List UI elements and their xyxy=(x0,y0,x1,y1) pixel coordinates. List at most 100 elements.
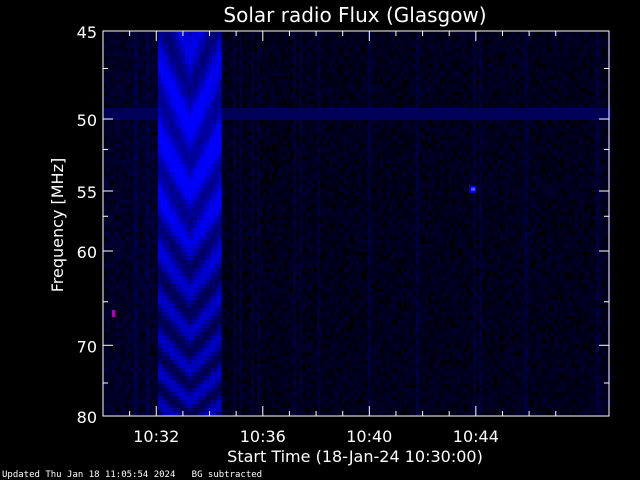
heat-cell xyxy=(164,328,167,332)
heat-cell xyxy=(209,400,212,404)
heat-cell xyxy=(230,256,233,260)
heat-cell xyxy=(137,60,140,64)
heat-cell xyxy=(131,276,134,280)
heat-cell xyxy=(230,320,233,324)
heat-cell xyxy=(179,388,182,392)
heat-cell xyxy=(176,408,179,412)
heat-cell xyxy=(182,360,185,364)
heat-cell xyxy=(107,220,110,224)
heat-cell xyxy=(122,144,125,148)
heat-cell xyxy=(113,320,116,324)
heat-cell xyxy=(104,324,107,328)
heat-cell xyxy=(239,32,242,36)
heat-cell xyxy=(224,148,227,152)
heat-cell xyxy=(164,168,167,172)
heat-cell xyxy=(152,84,155,88)
heat-cell xyxy=(122,56,125,60)
heat-cell xyxy=(194,216,197,220)
heat-cell xyxy=(173,168,176,172)
heat-cell xyxy=(245,228,248,232)
heat-cell xyxy=(242,84,245,88)
heat-cell xyxy=(149,236,152,240)
heat-cell xyxy=(209,372,212,376)
heat-cell xyxy=(140,184,143,188)
heat-cell xyxy=(119,296,122,300)
heat-cell xyxy=(119,356,122,360)
heat-cell xyxy=(128,192,131,196)
heat-cell xyxy=(239,340,242,344)
heat-cell xyxy=(179,308,182,312)
heat-cell xyxy=(203,56,206,60)
heat-cell xyxy=(170,104,173,108)
heat-cell xyxy=(161,384,164,388)
heat-cell xyxy=(140,344,143,348)
heat-cell xyxy=(161,248,164,252)
heat-cell xyxy=(245,244,248,248)
heat-cell xyxy=(200,364,203,368)
heat-cell xyxy=(215,268,218,272)
heat-cell xyxy=(191,188,194,192)
heat-cell xyxy=(122,408,125,412)
heat-cell xyxy=(209,276,212,280)
heat-cell xyxy=(158,380,161,384)
heat-cell xyxy=(179,64,182,68)
heat-cell xyxy=(248,112,251,116)
heat-cell xyxy=(116,188,119,192)
heat-cell xyxy=(152,256,155,260)
heat-cell xyxy=(122,248,125,252)
heat-cell xyxy=(200,56,203,60)
heat-cell xyxy=(224,404,227,408)
heat-cell xyxy=(206,148,209,152)
heat-cell xyxy=(254,164,257,168)
heat-cell xyxy=(170,172,173,176)
heat-cell xyxy=(227,148,230,152)
heat-cell xyxy=(155,96,158,100)
heat-cell xyxy=(194,96,197,100)
heat-cell xyxy=(191,88,194,92)
heat-cell xyxy=(230,412,233,416)
heat-cell xyxy=(173,312,176,316)
heat-cell xyxy=(251,220,254,224)
heat-cell xyxy=(176,404,179,408)
heat-cell xyxy=(215,392,218,396)
heat-cell xyxy=(158,64,161,68)
heat-cell xyxy=(218,364,221,368)
heat-cell xyxy=(227,176,230,180)
heat-cell xyxy=(188,68,191,72)
heat-cell xyxy=(194,296,197,300)
heat-cell xyxy=(245,356,248,360)
heat-cell xyxy=(122,216,125,220)
heat-cell xyxy=(185,92,188,96)
heat-cell xyxy=(146,68,149,72)
heat-cell xyxy=(206,300,209,304)
heat-cell xyxy=(155,76,158,80)
heat-cell xyxy=(236,140,239,144)
heat-cell xyxy=(248,168,251,172)
heat-cell xyxy=(245,332,248,336)
heat-cell xyxy=(254,128,257,132)
heat-cell xyxy=(197,400,200,404)
heat-cell xyxy=(110,96,113,100)
heat-cell xyxy=(239,364,242,368)
heat-cell xyxy=(104,340,107,344)
heat-cell xyxy=(158,208,161,212)
heat-cell xyxy=(116,364,119,368)
heat-cell xyxy=(122,304,125,308)
heat-cell xyxy=(131,52,134,56)
heat-cell xyxy=(257,216,260,220)
heat-cell xyxy=(143,132,146,136)
heat-cell xyxy=(197,76,200,80)
heat-cell xyxy=(209,176,212,180)
heat-cell xyxy=(203,212,206,216)
heat-cell xyxy=(170,376,173,380)
heat-cell xyxy=(194,348,197,352)
heat-cell xyxy=(161,256,164,260)
heat-cell xyxy=(137,236,140,240)
heat-cell xyxy=(218,248,221,252)
heat-cell xyxy=(140,100,143,104)
heat-cell xyxy=(230,32,233,36)
heat-cell xyxy=(143,144,146,148)
heat-cell xyxy=(137,136,140,140)
heat-cell xyxy=(170,84,173,88)
heat-cell xyxy=(200,336,203,340)
